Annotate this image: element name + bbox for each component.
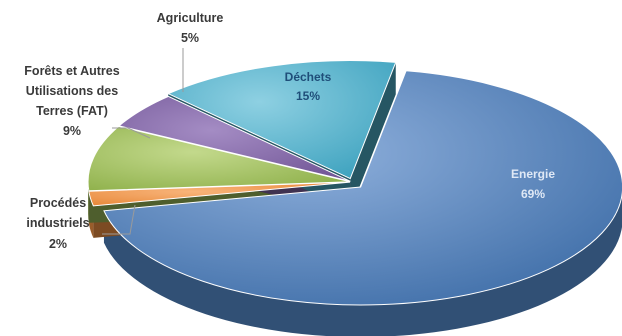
slice-agriculture xyxy=(117,95,351,182)
label-procedes-value: 2% xyxy=(49,237,67,251)
label-agriculture-value: 5% xyxy=(181,31,199,45)
label-fat-line2: Utilisations des xyxy=(26,84,118,98)
label-fat-line3: Terres (FAT) xyxy=(36,104,108,118)
label-procedes-line2: industriels xyxy=(26,216,89,230)
label-fat-line1: Forêts et Autres xyxy=(24,64,119,78)
label-energie-name: Energie xyxy=(511,167,555,181)
label-fat-value: 9% xyxy=(63,124,81,138)
leader-fat xyxy=(112,127,151,139)
leader-procedes xyxy=(102,204,136,235)
pie-top-faces xyxy=(87,60,622,306)
side-energie xyxy=(103,194,622,336)
slice-dechets xyxy=(167,60,397,180)
slice-fat xyxy=(87,125,351,192)
label-agriculture-name: Agriculture xyxy=(157,11,224,25)
label-energie-value: 69% xyxy=(521,187,545,201)
cut-face-dechets xyxy=(350,62,396,211)
label-procedes-line1: Procédés xyxy=(30,196,86,210)
leader-lines xyxy=(102,48,184,235)
slice-energie xyxy=(103,70,622,306)
label-dechets-value: 15% xyxy=(296,89,320,103)
label-dechets-name: Déchets xyxy=(285,70,332,84)
